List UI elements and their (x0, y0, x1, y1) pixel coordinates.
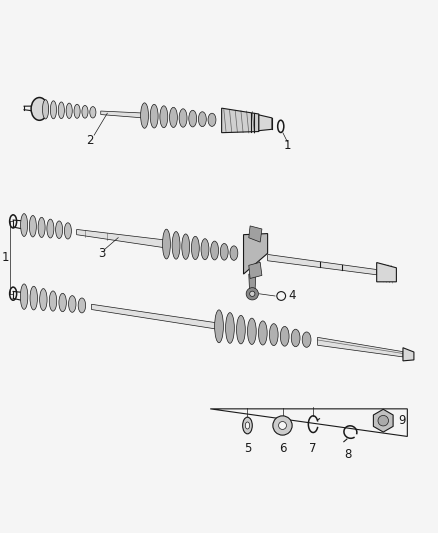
Text: 1: 1 (283, 139, 291, 152)
Circle shape (250, 291, 255, 296)
Text: 4: 4 (288, 289, 296, 303)
Ellipse shape (201, 239, 209, 260)
Ellipse shape (226, 313, 234, 343)
Polygon shape (268, 254, 377, 275)
Ellipse shape (302, 332, 311, 348)
Ellipse shape (141, 103, 148, 128)
Ellipse shape (39, 288, 47, 311)
Ellipse shape (58, 102, 64, 119)
Ellipse shape (21, 214, 28, 237)
Circle shape (378, 415, 389, 426)
Polygon shape (259, 115, 272, 131)
Circle shape (273, 416, 292, 435)
Polygon shape (249, 274, 256, 294)
Ellipse shape (230, 246, 238, 260)
Ellipse shape (56, 221, 63, 238)
Ellipse shape (211, 241, 219, 260)
Text: 9: 9 (398, 414, 406, 427)
Polygon shape (318, 337, 403, 357)
Ellipse shape (90, 107, 96, 118)
Ellipse shape (59, 293, 67, 312)
Ellipse shape (291, 329, 300, 347)
Ellipse shape (220, 244, 228, 260)
Ellipse shape (82, 106, 88, 118)
Circle shape (246, 288, 258, 300)
Ellipse shape (64, 223, 71, 239)
Ellipse shape (47, 219, 54, 238)
Ellipse shape (247, 318, 256, 344)
Ellipse shape (191, 236, 199, 260)
Ellipse shape (215, 310, 223, 343)
Polygon shape (244, 233, 268, 274)
Ellipse shape (78, 298, 86, 313)
Text: 6: 6 (279, 442, 286, 455)
Polygon shape (377, 263, 396, 282)
Text: 1: 1 (1, 251, 9, 264)
Ellipse shape (30, 286, 37, 310)
Polygon shape (222, 108, 259, 133)
Circle shape (279, 422, 286, 430)
Ellipse shape (208, 113, 216, 126)
Polygon shape (403, 348, 414, 361)
Ellipse shape (50, 101, 57, 119)
Text: 5: 5 (244, 442, 251, 455)
Polygon shape (373, 409, 393, 432)
Ellipse shape (245, 422, 250, 429)
Ellipse shape (162, 229, 170, 259)
Ellipse shape (170, 107, 177, 127)
Polygon shape (249, 226, 262, 242)
Ellipse shape (160, 106, 168, 128)
Ellipse shape (172, 231, 180, 259)
Ellipse shape (198, 112, 206, 127)
Ellipse shape (66, 103, 72, 118)
Ellipse shape (38, 217, 45, 238)
Ellipse shape (179, 109, 187, 127)
Ellipse shape (68, 296, 76, 312)
Polygon shape (92, 304, 219, 329)
Ellipse shape (20, 284, 28, 309)
Ellipse shape (269, 324, 278, 345)
Ellipse shape (237, 316, 245, 344)
Polygon shape (249, 262, 262, 278)
Ellipse shape (49, 291, 57, 311)
Text: 2: 2 (86, 134, 94, 147)
Ellipse shape (29, 215, 36, 237)
Text: 8: 8 (345, 448, 352, 462)
Ellipse shape (280, 326, 289, 346)
Ellipse shape (258, 321, 267, 345)
Text: 7: 7 (309, 442, 317, 455)
Polygon shape (101, 111, 145, 118)
Ellipse shape (42, 100, 49, 119)
Ellipse shape (150, 104, 158, 128)
Ellipse shape (74, 104, 80, 118)
Ellipse shape (189, 110, 197, 127)
Polygon shape (77, 229, 166, 248)
Ellipse shape (243, 417, 252, 434)
Ellipse shape (182, 234, 190, 260)
Ellipse shape (31, 98, 48, 120)
Text: 3: 3 (99, 247, 106, 260)
